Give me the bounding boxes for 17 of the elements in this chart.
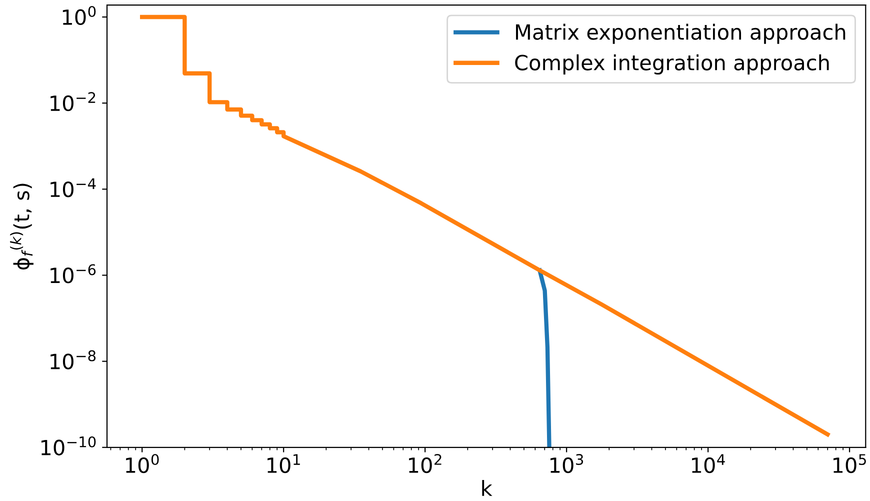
y-tick-label: 10$^{−8}$ — [50, 350, 96, 370]
y-tick-label: 10$^{−6}$ — [50, 264, 96, 284]
legend-label: Complex integration approach — [515, 54, 829, 74]
legend-label: Matrix exponentiation approach — [516, 24, 846, 44]
x-tick-label: 10$^{4}$ — [692, 454, 725, 474]
y-tick-label: 10$^{−2}$ — [50, 92, 96, 112]
y-tick-label: 10$^{−10}$ — [41, 436, 96, 456]
y-tick-label: 10$^{−4}$ — [50, 178, 96, 198]
x-tick-label: 10$^{0}$ — [126, 454, 159, 474]
y-tick-label: 10$^{0}$ — [62, 6, 96, 26]
x-axis-title: k — [482, 480, 492, 496]
x-tick-label: 10$^{3}$ — [550, 454, 584, 474]
line-series — [538, 268, 552, 448]
x-tick-label: 10$^{2}$ — [409, 454, 442, 474]
x-tick-label: 10$^{5}$ — [833, 454, 866, 474]
x-tick-label: 10$^{1}$ — [268, 454, 300, 474]
y-axis-title: ϕ$_{f}$$^{(k)}$(t, s) — [10, 184, 34, 270]
